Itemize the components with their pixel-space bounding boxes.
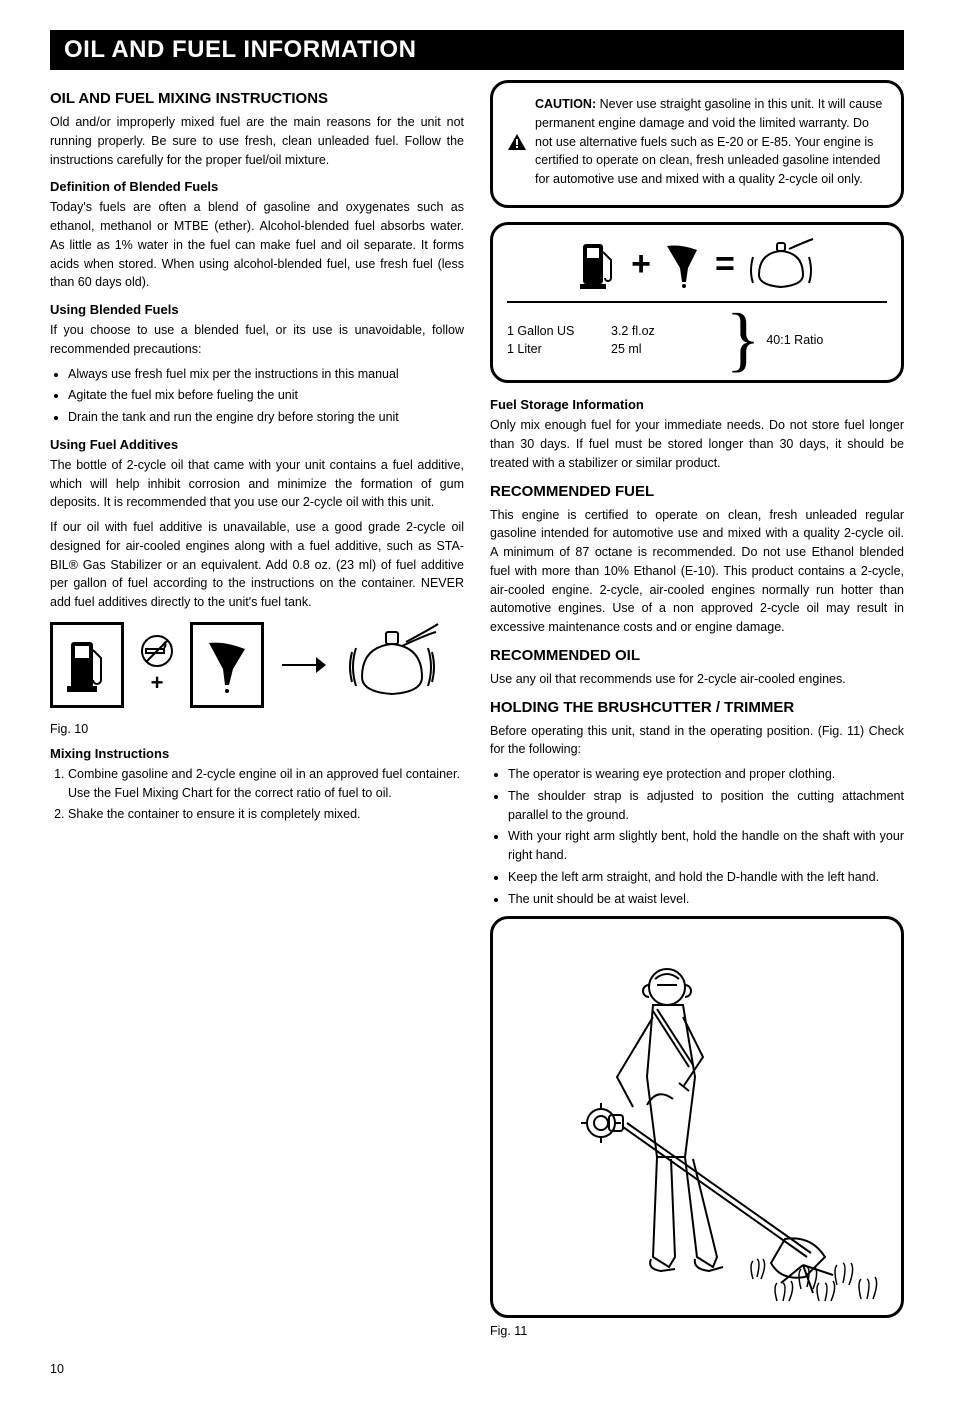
no-smoking-icon: [140, 634, 174, 668]
mixing-chart-box: + =: [490, 222, 904, 384]
oil-funnel-icon: [203, 635, 251, 695]
subhead-mixing-instructions: Mixing Instructions: [50, 746, 464, 761]
para-recfuel: This engine is certified to operate on c…: [490, 506, 904, 637]
bullet-blend-3: Drain the tank and run the engine dry be…: [68, 408, 464, 427]
mix-gal: 1 Gallon US: [507, 324, 597, 338]
para-recoil: Use any oil that recommends use for 2-cy…: [490, 670, 904, 689]
fig11-caption: Fig. 11: [490, 1324, 904, 1338]
fuel-can-shake-icon: [342, 622, 442, 708]
no-smoking-plus: +: [140, 634, 174, 696]
plus-icon: +: [151, 670, 164, 696]
para-fuel-storage: Only mix enough fuel for your immediate …: [490, 416, 904, 472]
caution-box: CAUTION: Never use straight gasoline in …: [490, 80, 904, 208]
step-mix-2: Shake the container to ensure it is comp…: [68, 805, 464, 824]
mix-ratio: 40:1 Ratio: [766, 333, 823, 347]
operator-illustration: [507, 927, 887, 1307]
bullets-holding: The operator is wearing eye protection a…: [490, 765, 904, 908]
section-head-recfuel: RECOMMENDED FUEL: [490, 483, 904, 500]
para-holding: Before operating this unit, stand in the…: [490, 722, 904, 760]
left-column: OIL AND FUEL MIXING INSTRUCTIONS Old and…: [50, 80, 464, 1338]
page-number: 10: [50, 1362, 904, 1376]
fuel-can-small-icon: [747, 237, 815, 293]
mix-top-row: + =: [507, 237, 887, 303]
hold-b2: The shoulder strap is adjusted to positi…: [508, 787, 904, 825]
section-head-holding: HOLDING THE BRUSHCUTTER / TRIMMER: [490, 699, 904, 716]
plus-operator: +: [631, 245, 651, 284]
right-column: CAUTION: Never use straight gasoline in …: [490, 80, 904, 1338]
equals-operator: =: [715, 245, 735, 284]
gas-pump-small-icon: [579, 240, 619, 290]
fig11-box: [490, 916, 904, 1318]
subhead-fuel-additives: Using Fuel Additives: [50, 437, 464, 452]
step-mix-1: Combine gasoline and 2-cycle engine oil …: [68, 765, 464, 803]
warning-triangle-icon: [507, 133, 527, 151]
gas-pump-icon-box: [50, 622, 124, 708]
caution-label: CAUTION:: [535, 97, 596, 111]
para-additives-1: The bottle of 2-cycle oil that came with…: [50, 456, 464, 512]
oil-funnel-small-icon: [663, 240, 703, 290]
steps-mixing: Combine gasoline and 2-cycle engine oil …: [50, 765, 464, 824]
mix-ml: 25 ml: [611, 342, 642, 356]
bullet-blend-1: Always use fresh fuel mix per the instru…: [68, 365, 464, 384]
subhead-def-blended: Definition of Blended Fuels: [50, 179, 464, 194]
mix-liter: 1 Liter: [507, 342, 597, 356]
hold-b4: Keep the left arm straight, and hold the…: [508, 868, 904, 887]
oil-funnel-icon-box: [190, 622, 264, 708]
mix-floz: 3.2 fl.oz: [611, 324, 655, 338]
icon-row-fuel-mix: +: [50, 622, 464, 708]
para-def-blended: Today's fuels are often a blend of gasol…: [50, 198, 464, 292]
para-using-blended: If you choose to use a blended fuel, or …: [50, 321, 464, 359]
subhead-using-blended: Using Blended Fuels: [50, 302, 464, 317]
mix-bottom-row: 1 Gallon US 3.2 fl.oz 1 Liter 25 ml } 40…: [507, 311, 887, 369]
bullets-blended: Always use fresh fuel mix per the instru…: [50, 365, 464, 427]
hold-b5: The unit should be at waist level.: [508, 890, 904, 909]
subhead-fuel-storage: Fuel Storage Information: [490, 397, 904, 412]
hold-b3: With your right arm slightly bent, hold …: [508, 827, 904, 865]
title-bar: OIL AND FUEL INFORMATION: [50, 30, 904, 70]
section-head-mixing: OIL AND FUEL MIXING INSTRUCTIONS: [50, 90, 464, 107]
brace-icon: }: [726, 311, 761, 369]
para-mixing-intro: Old and/or improperly mixed fuel are the…: [50, 113, 464, 169]
gas-pump-icon: [65, 636, 109, 694]
hold-b1: The operator is wearing eye protection a…: [508, 765, 904, 784]
para-additives-2: If our oil with fuel additive is unavail…: [50, 518, 464, 612]
arrow-right-icon: [280, 655, 326, 675]
bullet-blend-2: Agitate the fuel mix before fueling the …: [68, 386, 464, 405]
section-head-recoil: RECOMMENDED OIL: [490, 647, 904, 664]
fig10-caption: Fig. 10: [50, 722, 464, 736]
